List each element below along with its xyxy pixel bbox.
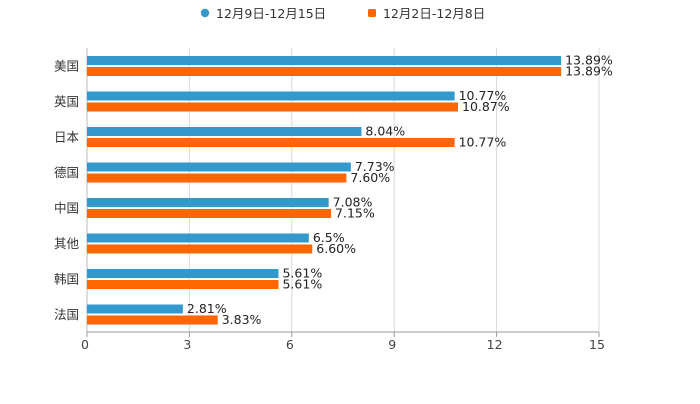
- bar-series1-5: [87, 198, 329, 207]
- legend-marker-1: [200, 8, 210, 18]
- x-tick-label: 3: [183, 337, 191, 352]
- data-label-series1: 13.89%: [565, 53, 613, 68]
- bar-series1-4: [87, 162, 351, 172]
- data-label-series1: 2.81%: [187, 301, 227, 316]
- data-label-series1: 5.61%: [282, 266, 322, 281]
- bar-series2-3: [87, 138, 455, 147]
- x-tick-label: 0: [81, 337, 89, 352]
- y-category-label: 其他: [54, 236, 80, 251]
- x-tick-label: 12: [487, 337, 503, 352]
- bar-series2-6: [87, 244, 313, 254]
- x-tick-label: 6: [286, 337, 294, 352]
- data-label-series1: 7.73%: [355, 159, 395, 174]
- x-tick-label: 15: [589, 337, 605, 352]
- bar-series1-8: [87, 304, 183, 314]
- data-label-series2: 3.83%: [222, 312, 262, 327]
- bar-series2-8: [87, 315, 218, 325]
- legend-marker-2: [368, 9, 376, 17]
- bar-series2-2: [87, 102, 459, 112]
- bar-series2-4: [87, 173, 347, 183]
- data-label-series2: 5.61%: [282, 277, 322, 292]
- bar-series1-1: [87, 56, 562, 65]
- gridlines: [188, 48, 600, 332]
- y-category-label: 中国: [54, 200, 79, 215]
- y-category-label: 英国: [54, 94, 79, 109]
- data-label-series2: 7.15%: [335, 206, 375, 221]
- data-label-series1: 10.77%: [459, 88, 507, 103]
- bar-series2-7: [87, 280, 279, 289]
- data-label-series1: 7.08%: [333, 195, 373, 210]
- legend-label-2: 12月2日-12月8日: [383, 6, 485, 21]
- bar-series2-1: [87, 67, 562, 76]
- data-label-series2: 10.87%: [462, 99, 510, 114]
- data-label-series2: 7.60%: [350, 170, 390, 185]
- x-tick-label: 9: [388, 337, 396, 352]
- data-label-series1: 8.04%: [365, 124, 405, 139]
- data-label-series1: 6.5%: [313, 230, 345, 245]
- y-category-label: 日本: [54, 129, 80, 144]
- legend: 12月9日-12月15日 12月2日-12月8日: [200, 6, 485, 21]
- data-label-series2: 10.77%: [459, 135, 507, 150]
- data-label-series2: 6.60%: [316, 241, 356, 256]
- bar-series1-3: [87, 127, 362, 136]
- bar-series1-2: [87, 91, 455, 101]
- data-labels: 13.89% 10.77% 8.04% 7.73% 7.08% 6.5% 5.61% 2.81…: [187, 53, 613, 328]
- y-category-label: 德国: [54, 165, 79, 180]
- y-category-label: 韩国: [54, 271, 79, 286]
- bar-series1-7: [87, 269, 279, 278]
- y-category-label: 法国: [54, 307, 79, 322]
- bars: [87, 56, 562, 325]
- bar-series2-5: [87, 209, 332, 218]
- y-category-label: 美国: [54, 58, 79, 73]
- data-label-series2: 13.89%: [565, 64, 613, 79]
- legend-label-1: 12月9日-12月15日: [216, 6, 326, 21]
- bar-series1-6: [87, 233, 309, 243]
